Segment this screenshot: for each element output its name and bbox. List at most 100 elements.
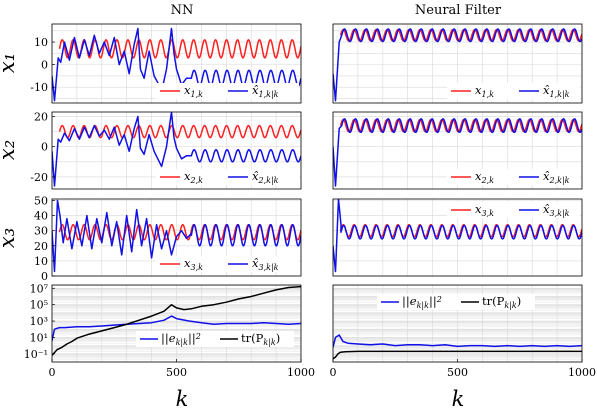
legend-background <box>136 331 294 347</box>
legend-label: x1,k <box>475 83 494 99</box>
panel-NF-x1: x1,k x̂1,k|k <box>332 23 583 104</box>
axes-box <box>51 23 302 104</box>
series-line-truth <box>339 28 582 42</box>
series-line-estimate <box>52 27 301 102</box>
legend: x3,k x̂3,k|k <box>156 256 299 272</box>
legend-label: x̂1,k|k <box>543 83 570 99</box>
panel-NN-x2: -20 0 20 x2,k x̂2,k|k <box>30 111 302 190</box>
series-group <box>333 199 582 273</box>
series-group <box>52 285 301 356</box>
row-label-x1: x₁ <box>0 53 19 73</box>
x-tick-label: 1000 <box>287 366 315 379</box>
series-line-estimate <box>52 199 301 273</box>
legend: ||ek|k||2 tr(Pk|k) <box>377 294 535 310</box>
panel-NF-x2: x2,k x̂2,k|k <box>332 111 583 190</box>
x-tick-label: 0 <box>49 366 56 379</box>
legend-label: x̂1,k|k <box>252 83 279 99</box>
y-tick-label: 10 <box>34 36 48 49</box>
axes-box <box>332 23 583 104</box>
y-tick-label: 20 <box>34 240 48 253</box>
legend: x3,k x̂3,k|k <box>447 202 580 218</box>
legend: x1,k x̂1,k|k <box>447 83 580 99</box>
x-tick-label: 500 <box>447 366 468 379</box>
legend-label: tr(Pk|k) <box>241 331 280 347</box>
legend-label: x1,k <box>184 83 203 99</box>
y-tick-label: 0 <box>41 141 48 154</box>
series-line-trace <box>52 285 301 356</box>
legend-label: x3,k <box>475 202 494 218</box>
series-group <box>52 27 301 102</box>
legend: ||ek|k||2 tr(Pk|k) <box>136 331 294 347</box>
series-group <box>52 112 301 187</box>
y-tick-label: -20 <box>30 171 48 184</box>
series-line-trace <box>333 350 582 360</box>
x-tick-label: 500 <box>166 366 187 379</box>
series-line-estimate <box>333 28 582 102</box>
series-line-truth <box>58 39 301 59</box>
column-title-neural-filter: Neural Filter <box>415 3 502 18</box>
y-tick-label: 10⁵ <box>30 299 48 312</box>
panel-NN-x3: 0 10 20 30 40 50 x3,k x̂3,k|k <box>34 195 302 283</box>
y-tick-label: 40 <box>34 210 48 223</box>
series-line-estimate <box>333 199 582 273</box>
legend-label: x̂2,k|k <box>543 169 570 185</box>
series-line-estimate <box>52 315 301 341</box>
y-tick-label: 10¹ <box>30 331 48 344</box>
legend-label: x3,k <box>184 256 203 272</box>
legend-background <box>377 294 535 310</box>
legend-background <box>156 256 299 272</box>
legend-label: x̂3,k|k <box>252 256 279 272</box>
legend-label: ||ek|k||2 <box>402 294 442 310</box>
panel-NN-err: 10⁻¹ 10¹ 10³ 10⁵ 10⁷ 0 500 1000 ||ek|k||2 tr(Pk|k… <box>24 282 315 379</box>
y-tick-label: 0 <box>41 59 48 72</box>
x-axis-label-left: k <box>176 387 189 411</box>
series-line-truth <box>339 118 582 133</box>
y-tick-label: 10 <box>34 255 48 268</box>
legend-label: ||ek|k||2 <box>161 331 201 347</box>
legend-background <box>156 83 299 99</box>
series-group <box>52 199 301 273</box>
axes-box <box>332 111 583 190</box>
x-tick-label: 0 <box>330 366 337 379</box>
y-tick-label: 50 <box>34 195 48 208</box>
panel-NN-x1: -10 0 10 x1,k x̂1,k|k <box>30 23 302 104</box>
panels: -10 0 10 x1,k x̂1,k|k x1,k x̂1,k|k -20 0 20 x2,k x̂… <box>24 23 596 379</box>
series-group <box>333 334 582 360</box>
legend-background <box>447 169 580 185</box>
series-group <box>333 28 582 102</box>
column-title-nn: NN <box>171 3 194 18</box>
y-tick-label: 20 <box>34 111 48 124</box>
series-line-estimate <box>52 112 301 187</box>
legend: x2,k x̂2,k|k <box>156 169 299 185</box>
legend-background <box>447 83 580 99</box>
y-tick-label: 10⁻¹ <box>24 348 48 361</box>
axes-box <box>51 111 302 190</box>
legend-label: x̂3,k|k <box>543 202 570 218</box>
row-label-x3: x₃ <box>0 228 19 248</box>
axes-box <box>332 198 583 277</box>
axes-box <box>51 198 302 277</box>
series-group <box>333 118 582 187</box>
legend-label: x2,k <box>184 169 203 185</box>
legend: x1,k x̂1,k|k <box>156 83 299 99</box>
series-line-truth <box>58 124 301 139</box>
legend: x2,k x̂2,k|k <box>447 169 580 185</box>
y-tick-label: 0 <box>41 270 48 283</box>
y-tick-label: 10⁷ <box>30 282 49 295</box>
series-line-estimate <box>333 334 582 348</box>
y-tick-label: -10 <box>30 81 48 94</box>
panel-NF-err: 0 500 1000 ||ek|k||2 tr(Pk|k) <box>330 284 596 379</box>
legend-label: x̂2,k|k <box>252 169 279 185</box>
row-label-x2: x₂ <box>0 140 19 160</box>
legend-label: tr(Pk|k) <box>482 294 521 310</box>
grid <box>51 285 302 363</box>
legend-label: x2,k <box>475 169 494 185</box>
panel-NF-x3: x3,k x̂3,k|k <box>332 198 583 277</box>
x-axis-label-right: k <box>452 387 465 411</box>
series-line-estimate <box>333 118 582 187</box>
legend-background <box>447 202 580 218</box>
y-tick-label: 30 <box>34 225 48 238</box>
x-tick-label: 1000 <box>568 366 596 379</box>
legend-background <box>156 169 299 185</box>
